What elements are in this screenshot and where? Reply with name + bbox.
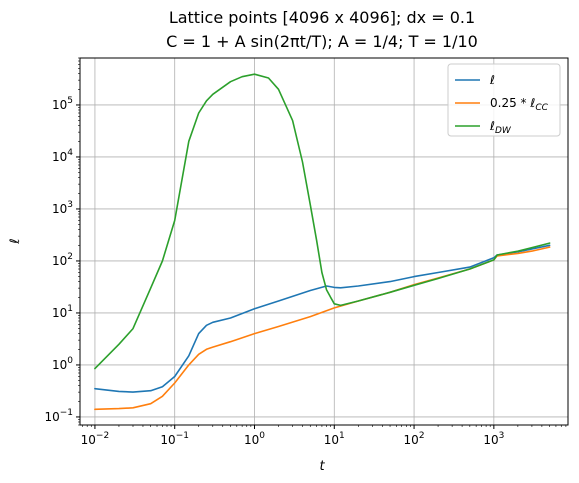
y-tick-label: 103 — [52, 200, 73, 216]
y-axis-label: ℓ — [8, 238, 23, 244]
legend-label-0: ℓ — [489, 73, 495, 87]
series-line-2 — [94, 73, 551, 370]
legend-label-1: 0.25 * ℓCC — [490, 96, 549, 113]
y-tick-label: 104 — [52, 148, 73, 164]
chart-title-line-1: Lattice points [4096 x 4096]; dx = 0.1 — [169, 8, 475, 27]
legend-box — [447, 63, 561, 137]
x-tick-label: 10−2 — [81, 431, 110, 447]
x-axis-label: t — [319, 459, 325, 474]
y-tick-label: 101 — [52, 304, 73, 320]
x-tick-label: 101 — [324, 431, 345, 447]
axis-ticks: 10−2 10−1 100 101 102 103 10−1 100 101 102 103 104 1… — [44, 57, 567, 447]
legend: ℓ 0.25 * ℓCC ℓDW — [447, 63, 561, 137]
series-lines — [94, 73, 551, 411]
x-tick-label: 102 — [404, 431, 425, 447]
plot-frame — [79, 57, 569, 426]
legend-label-2: ℓDW — [489, 119, 512, 136]
x-tick-label: 103 — [483, 431, 504, 447]
y-tick-label: 102 — [52, 252, 73, 268]
x-tick-label: 10−1 — [160, 431, 189, 447]
y-tick-label: 105 — [52, 96, 73, 112]
chart-title-line-2: C = 1 + A sin(2πt/T); A = 1/4; T = 1/10 — [166, 32, 478, 51]
series-line-0 — [94, 244, 551, 393]
y-tick-label: 100 — [52, 356, 73, 372]
x-tick-label: 100 — [244, 431, 265, 447]
y-tick-label: 10−1 — [44, 408, 73, 424]
